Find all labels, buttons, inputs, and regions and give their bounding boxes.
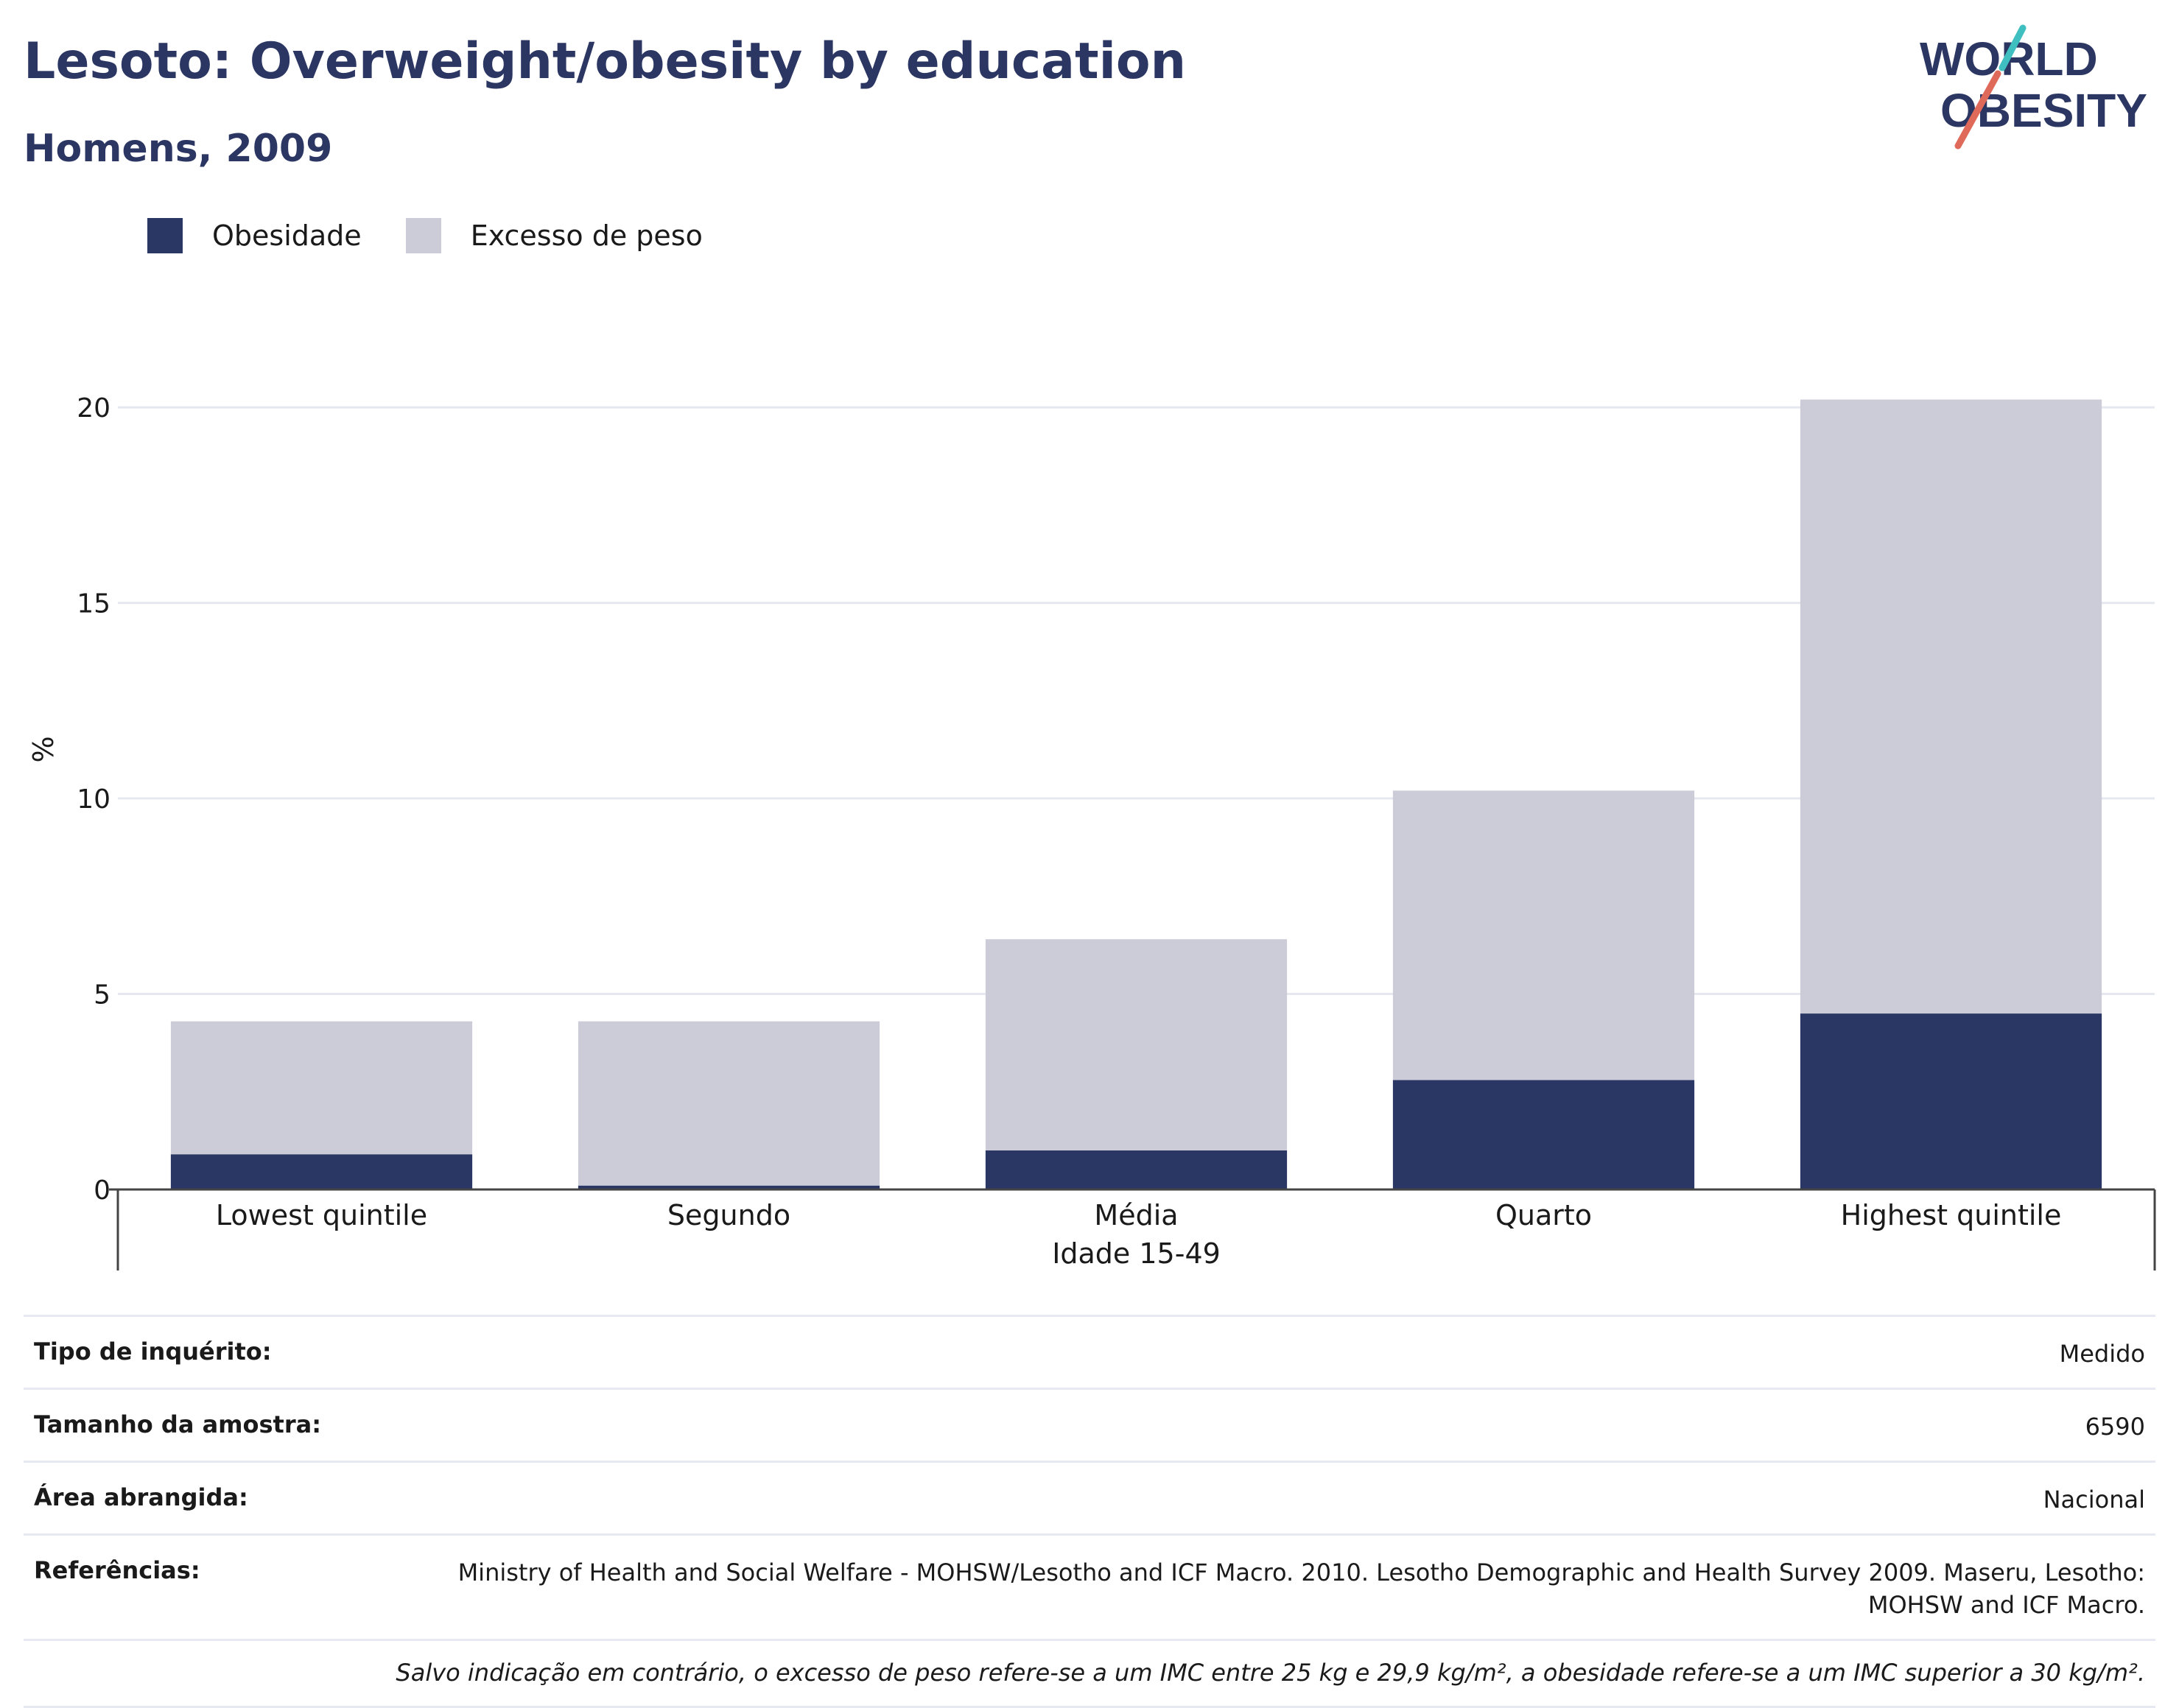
- bar-obesidade: [1392, 1080, 1695, 1189]
- x-tick-label: Lowest quintile: [216, 1199, 427, 1231]
- bar-excesso-de-peso: [985, 939, 1288, 1150]
- info-row-references: Referências: Ministry of Health and Soci…: [24, 1533, 2155, 1639]
- legend-item-excesso-de-peso[interactable]: Excesso de peso: [405, 218, 703, 253]
- y-tick-label: 15: [77, 589, 110, 619]
- y-tick-label: 5: [94, 980, 110, 1011]
- legend-swatch-excesso-de-peso: [405, 218, 441, 253]
- logo-slash-teal: [1999, 24, 2027, 71]
- world-obesity-logo: WORLD OBESITY: [1920, 24, 2147, 150]
- bar-obesidade: [985, 1150, 1288, 1189]
- info-row-area: Área abrangida: Nacional: [24, 1461, 2155, 1533]
- y-axis-title: %: [27, 736, 60, 762]
- info-label: Tamanho da amostra:: [34, 1410, 321, 1438]
- legend-label-obesidade: Obesidade: [212, 219, 362, 252]
- legend-label-excesso-de-peso: Excesso de peso: [470, 219, 703, 252]
- y-tick-label: 0: [94, 1175, 110, 1206]
- info-value: 6590: [2085, 1413, 2145, 1441]
- legend: Obesidade Excesso de peso: [147, 218, 747, 253]
- bar-obesidade: [170, 1154, 473, 1189]
- bar-excesso-de-peso: [578, 1021, 880, 1186]
- bar-chart: 0 5 10 15 20 Lowest quintile Segundo Média Quart…: [27, 393, 2156, 1271]
- bar-excesso-de-peso: [170, 1021, 473, 1155]
- legend-item-obesidade[interactable]: Obesidade: [147, 218, 362, 253]
- bar-excesso-de-peso: [1800, 399, 2102, 1014]
- chart-title: Lesoto: Overweight/obesity by education: [24, 32, 1187, 91]
- info-value: Nacional: [2043, 1486, 2145, 1514]
- logo-line2: OBESITY: [1940, 84, 2147, 137]
- bar-obesidade: [578, 1185, 880, 1189]
- x-tick-label: Highest quintile: [1841, 1199, 2062, 1231]
- bar-excesso-de-peso: [1392, 790, 1695, 1080]
- info-value: Ministry of Health and Social Welfare - …: [457, 1558, 2145, 1619]
- bar-obesidade: [1800, 1013, 2102, 1189]
- logo-slash-red: [1954, 70, 2001, 150]
- x-tick-label: Média: [1094, 1199, 1178, 1231]
- info-label: Área abrangida:: [34, 1483, 248, 1511]
- x-tick-label: Quarto: [1495, 1199, 1592, 1231]
- y-tick-label: 10: [77, 784, 110, 815]
- definition-note: Salvo indicação em contrário, o excesso …: [24, 1639, 2155, 1708]
- survey-info-table: Tipo de inquérito: Medido Tamanho da amo…: [24, 1315, 2155, 1708]
- info-row-survey-type: Tipo de inquérito: Medido: [24, 1315, 2155, 1388]
- info-label: Tipo de inquérito:: [34, 1338, 272, 1366]
- chart-subtitle: Homens, 2009: [24, 127, 333, 171]
- x-tick-label: Segundo: [667, 1199, 790, 1231]
- info-label: Referências:: [34, 1556, 200, 1584]
- legend-swatch-obesidade: [147, 218, 183, 253]
- info-value: Medido: [2059, 1340, 2145, 1368]
- x-axis-title: Idade 15-49: [1052, 1237, 1221, 1270]
- y-tick-label: 20: [77, 393, 110, 424]
- info-row-sample-size: Tamanho da amostra: 6590: [24, 1388, 2155, 1461]
